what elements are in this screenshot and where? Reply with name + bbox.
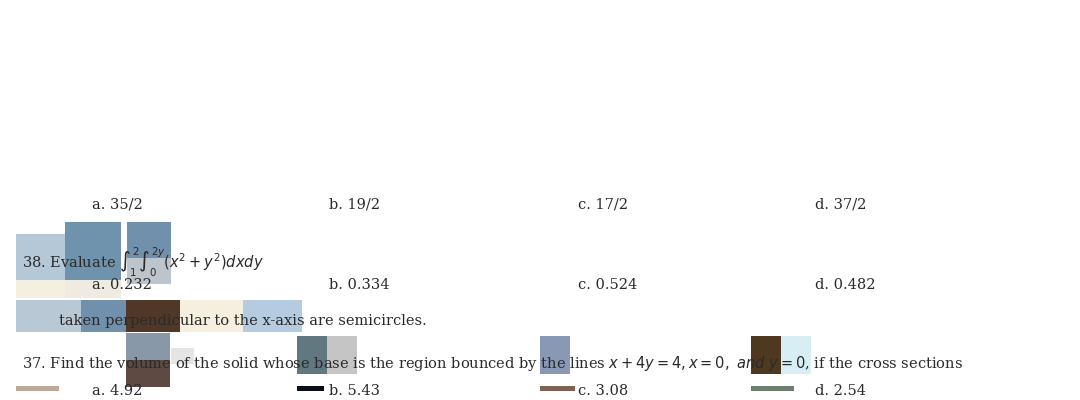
- Bar: [540, 336, 570, 374]
- Text: b. 0.334: b. 0.334: [329, 278, 390, 292]
- Bar: [243, 300, 302, 332]
- Bar: [81, 300, 126, 332]
- Text: 37. Find the volume of the solid whose base is the region bounced by the lines $: 37. Find the volume of the solid whose b…: [22, 354, 962, 373]
- Text: d. 2.54: d. 2.54: [815, 384, 866, 398]
- Text: c. 17/2: c. 17/2: [578, 198, 627, 212]
- Bar: [16, 300, 81, 332]
- Text: taken perpendicular to the x-axis are semicircles.: taken perpendicular to the x-axis are se…: [59, 314, 428, 328]
- Bar: [65, 280, 121, 298]
- Bar: [65, 222, 121, 280]
- Bar: [751, 386, 794, 391]
- Bar: [126, 333, 170, 360]
- Text: b. 19/2: b. 19/2: [329, 198, 380, 212]
- Bar: [126, 360, 170, 387]
- Text: 38. Evaluate $\int_1^2 \int_0^{2y}(x^2 + y^2)dxdy$: 38. Evaluate $\int_1^2 \int_0^{2y}(x^2 +…: [22, 246, 264, 279]
- Bar: [16, 280, 65, 298]
- Bar: [327, 336, 357, 374]
- Text: a. 0.232: a. 0.232: [92, 278, 151, 292]
- Text: b. 5.43: b. 5.43: [329, 384, 380, 398]
- Bar: [297, 336, 327, 374]
- Text: d. 37/2: d. 37/2: [815, 198, 867, 212]
- Text: c. 0.524: c. 0.524: [578, 278, 637, 292]
- Bar: [781, 336, 811, 374]
- Text: a. 35/2: a. 35/2: [92, 198, 143, 212]
- Bar: [180, 300, 243, 332]
- Bar: [16, 386, 59, 391]
- Bar: [297, 386, 324, 391]
- Text: a. 4.92: a. 4.92: [92, 384, 143, 398]
- Text: c. 3.08: c. 3.08: [578, 384, 629, 398]
- Bar: [540, 386, 575, 391]
- Text: d. 0.482: d. 0.482: [815, 278, 876, 292]
- Bar: [171, 348, 194, 364]
- Bar: [751, 336, 781, 374]
- Bar: [127, 258, 171, 284]
- Bar: [126, 300, 180, 332]
- Bar: [16, 234, 65, 280]
- Bar: [127, 222, 171, 258]
